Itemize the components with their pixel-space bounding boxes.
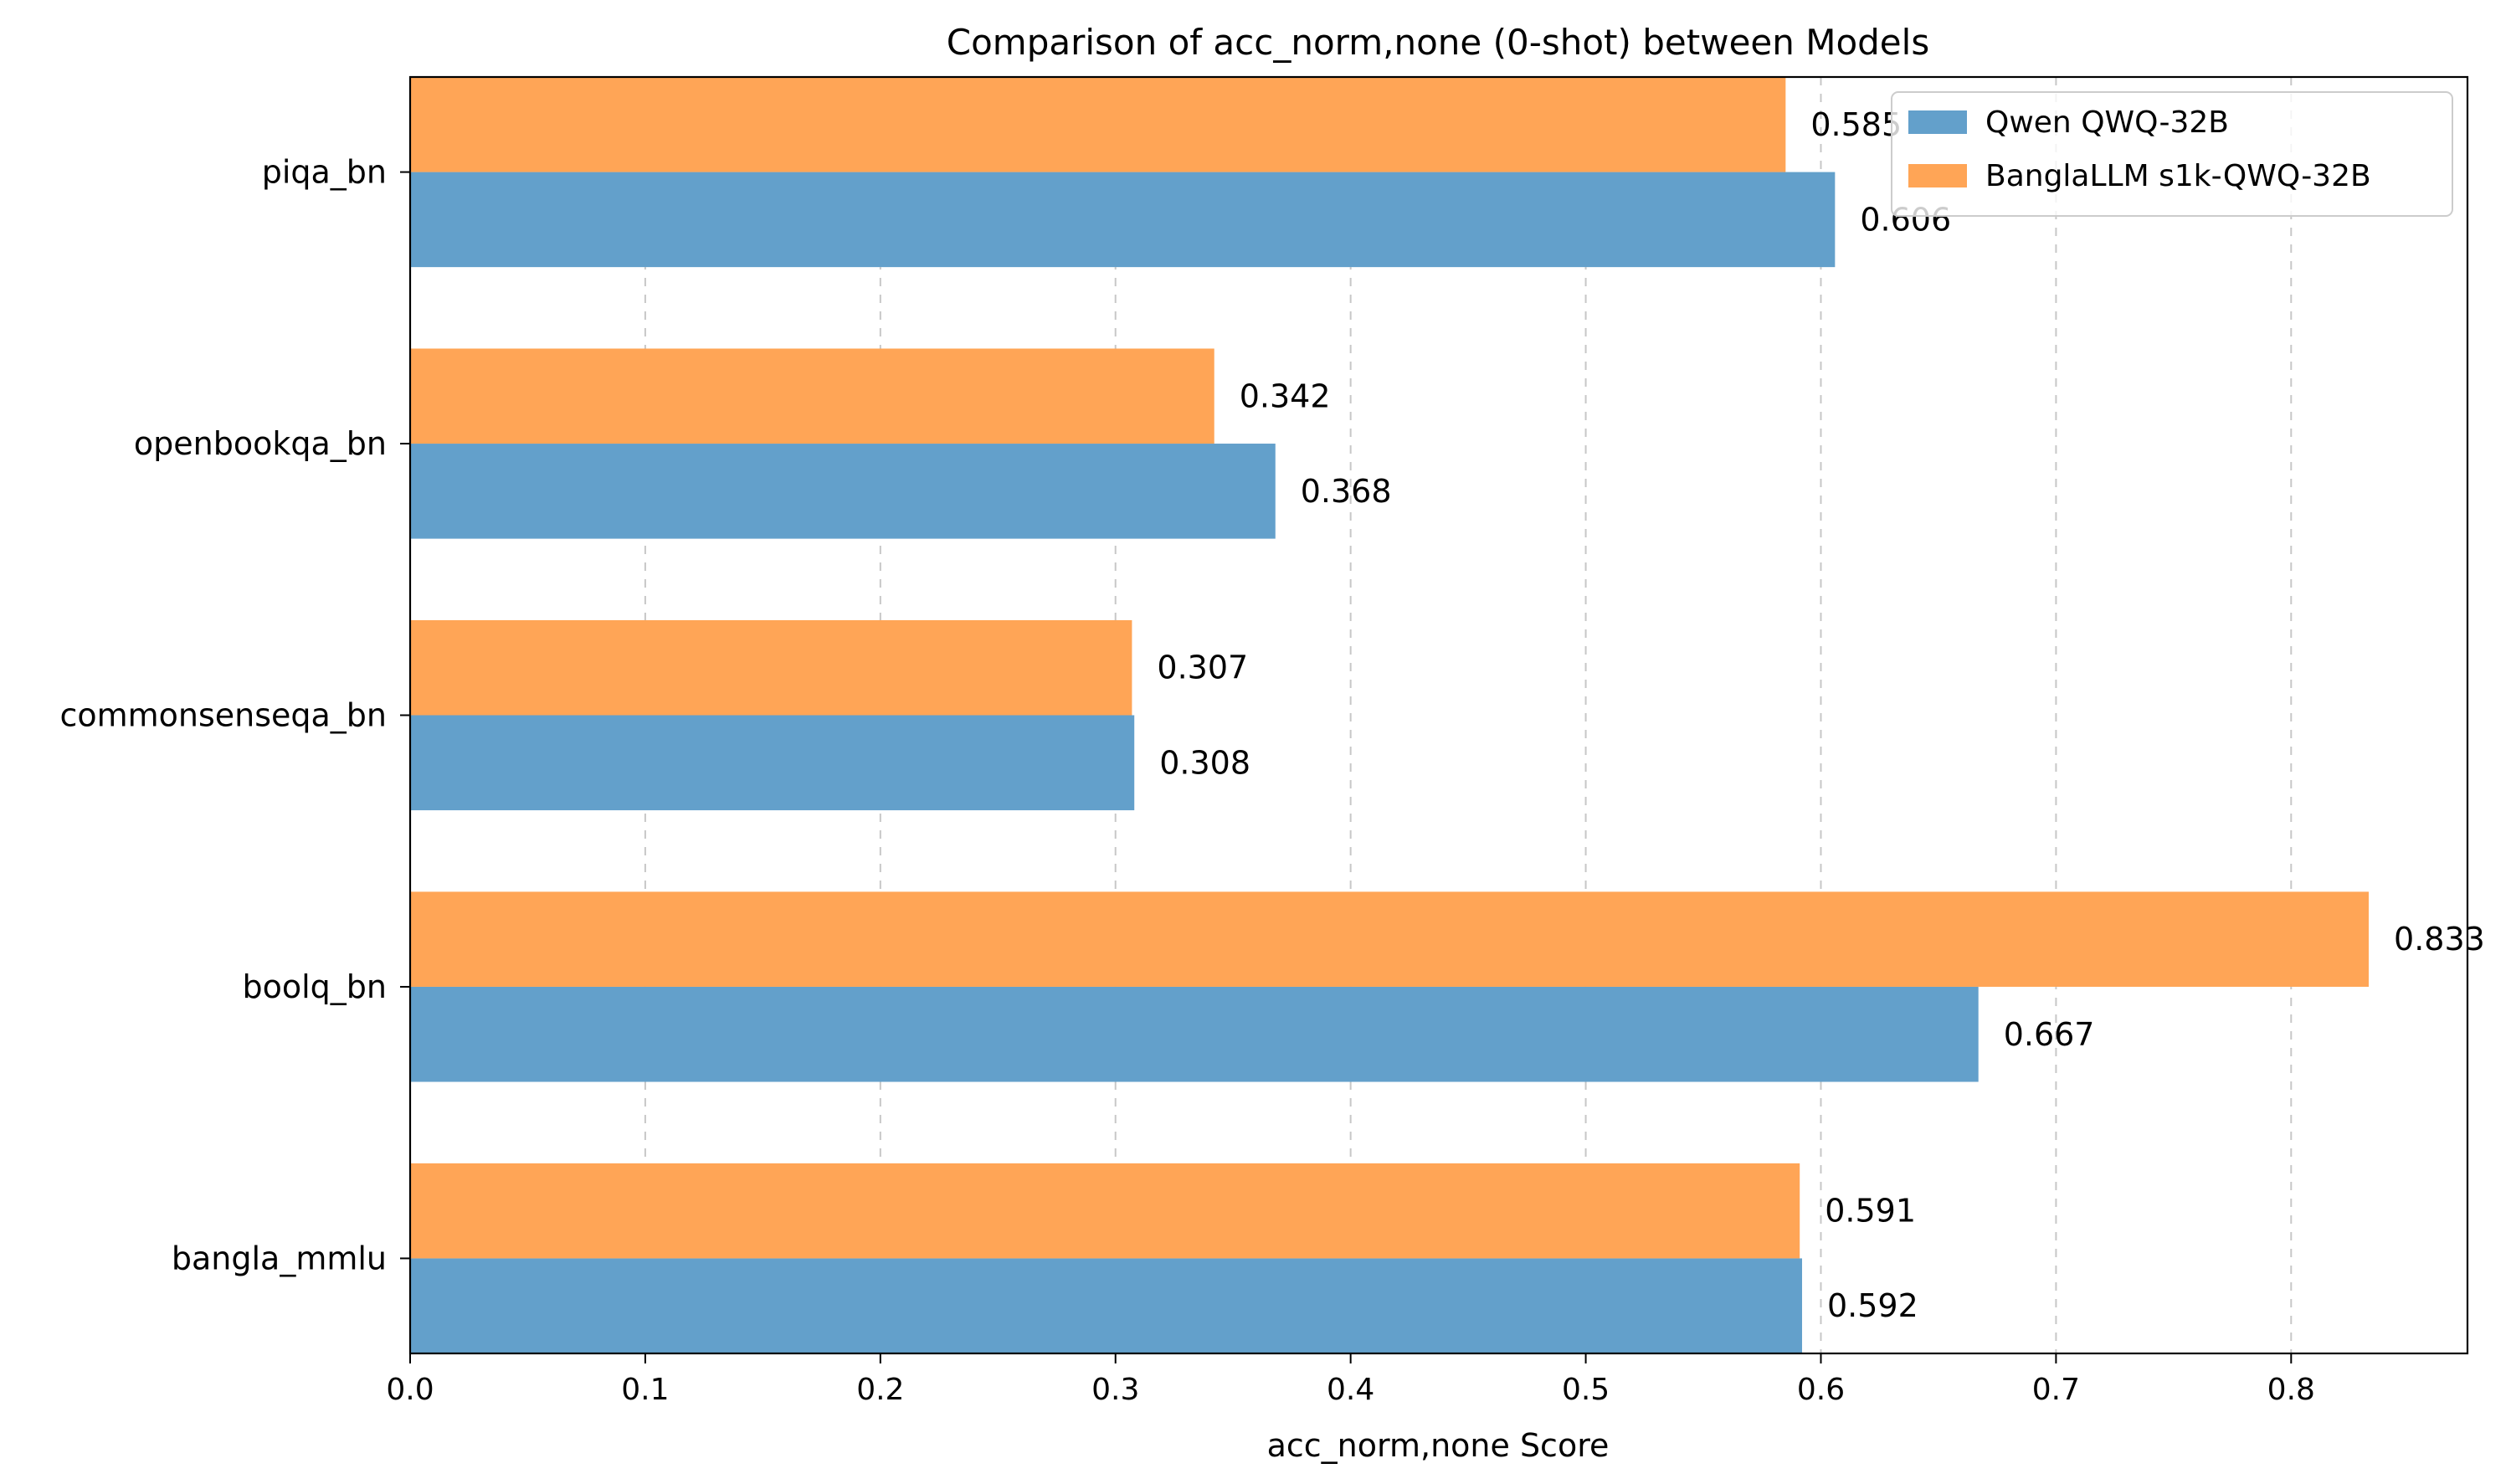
bar-value-label: 0.585: [1810, 106, 1902, 143]
x-tick-label: 0.8: [2267, 1373, 2315, 1407]
data-labels: 0.5920.6670.3080.3680.6060.5910.8330.307…: [1157, 106, 2484, 1324]
bar: [410, 348, 1214, 444]
bar: [410, 891, 2370, 987]
bar-value-label: 0.342: [1240, 377, 1331, 414]
x-tick-label: 0.1: [621, 1373, 669, 1407]
x-axis-label: acc_norm,none Score: [1267, 1427, 1610, 1464]
legend: Qwen QWQ-32B BanglaLLM s1k-QWQ-32B: [1891, 91, 2453, 217]
bar: [410, 619, 1132, 716]
bar: [410, 715, 1135, 811]
x-tick-label: 0.7: [2032, 1373, 2080, 1407]
bar-value-label: 0.308: [1159, 744, 1250, 781]
chart-title: Comparison of acc_norm,none (0-shot) bet…: [947, 22, 1929, 63]
legend-swatch: [1908, 110, 1967, 134]
x-tick-label: 0.6: [1797, 1373, 1845, 1407]
x-tick-label: 0.3: [1091, 1373, 1139, 1407]
y-tick-label: commonsenseqa_bn: [59, 697, 387, 734]
x-tick-label: 0.0: [386, 1373, 434, 1407]
bar-value-label: 0.592: [1827, 1287, 1918, 1324]
bar-value-label: 0.368: [1301, 473, 1392, 510]
bar: [410, 1258, 1803, 1353]
y-tick-label: piqa_bn: [262, 154, 387, 191]
legend-swatch: [1908, 164, 1967, 187]
bar: [410, 1163, 1800, 1259]
legend-box: [1891, 91, 2453, 217]
legend-label: BanglaLLM s1k-QWQ-32B: [1985, 159, 2371, 193]
bar: [410, 444, 1276, 539]
bar-value-label: 0.591: [1825, 1193, 1916, 1230]
x-tick-label: 0.5: [1562, 1373, 1610, 1407]
legend-label: Qwen QWQ-32B: [1985, 105, 2229, 140]
bar-value-label: 0.833: [2394, 921, 2485, 958]
y-tick-label: openbookqa_bn: [134, 425, 387, 462]
bar-value-label: 0.307: [1157, 650, 1248, 686]
y-tick-label: boolq_bn: [242, 968, 387, 1005]
bar: [410, 172, 1836, 268]
bars: [410, 77, 2370, 1353]
bar-value-label: 0.667: [2004, 1016, 2095, 1053]
y-axis-ticks: bangla_mmlu boolq_bn commonsenseqa_bn openb…: [59, 154, 410, 1276]
bar: [410, 77, 1786, 172]
y-tick-label: bangla_mmlu: [172, 1240, 387, 1276]
x-tick-label: 0.2: [856, 1373, 904, 1407]
x-tick-label: 0.4: [1327, 1373, 1374, 1407]
x-axis-ticks: 0.0 0.1 0.2 0.3 0.4 0.5 0.6 0.7 0.8: [386, 1353, 2315, 1407]
bar: [410, 986, 1979, 1082]
